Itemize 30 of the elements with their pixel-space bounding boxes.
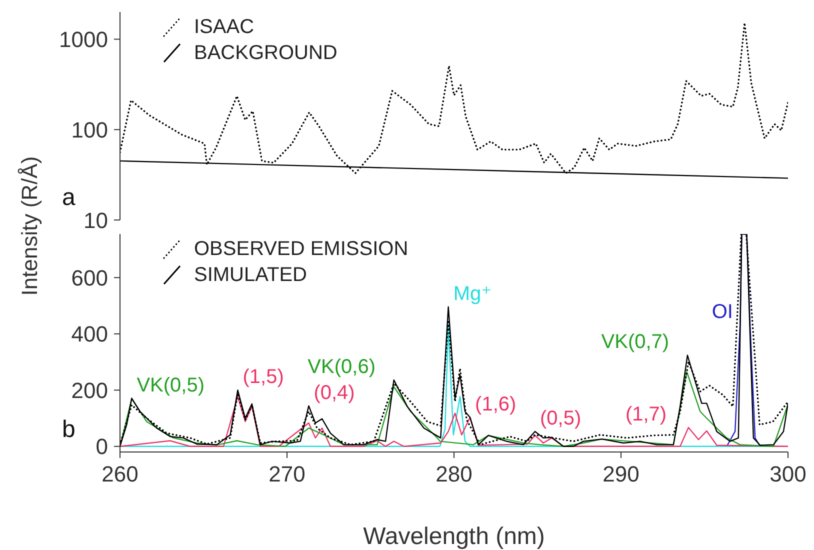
legend-label: ISAAC [194,15,254,40]
text: a [62,184,76,212]
annotation: Mg⁺ [453,282,492,305]
annotation: (1,6) [475,393,516,416]
y-tick-label: 0 [96,434,108,460]
y-tick-label: 400 [71,322,108,347]
x-axis-title: Wavelength (nm) [363,523,545,550]
annotation: VK(0,5) [136,374,205,396]
x-tick-label: 270 [268,462,306,487]
x-tick-label: 290 [602,462,640,487]
text: b [62,416,76,444]
y-tick-label: 10 [84,208,108,233]
annotation: (0,5) [540,407,582,430]
x-tick-label: 260 [102,462,138,487]
y-tick-label: 100 [71,117,108,142]
x-tick-label: 300 [770,462,806,487]
y-axis-title: Intensity (R/Å) [17,156,43,296]
legend-label: BACKGROUND [194,41,338,66]
annotation: VK(0,7) [601,331,670,354]
annotation: (1,7) [625,404,667,426]
y-tick-label: 1000 [59,27,108,52]
legend-label: OBSERVED EMISSION [194,237,408,262]
annotation: (0,4) [314,382,355,404]
y-tick-label: 200 [71,378,108,403]
annotation: OI [712,301,733,324]
x-tick-label: 280 [436,462,472,487]
y-tick-label: 600 [71,265,108,290]
legend-label: SIMULATED [194,263,307,288]
annotation: VK(0,6) [308,356,376,378]
annotation: (1,5) [242,366,284,388]
